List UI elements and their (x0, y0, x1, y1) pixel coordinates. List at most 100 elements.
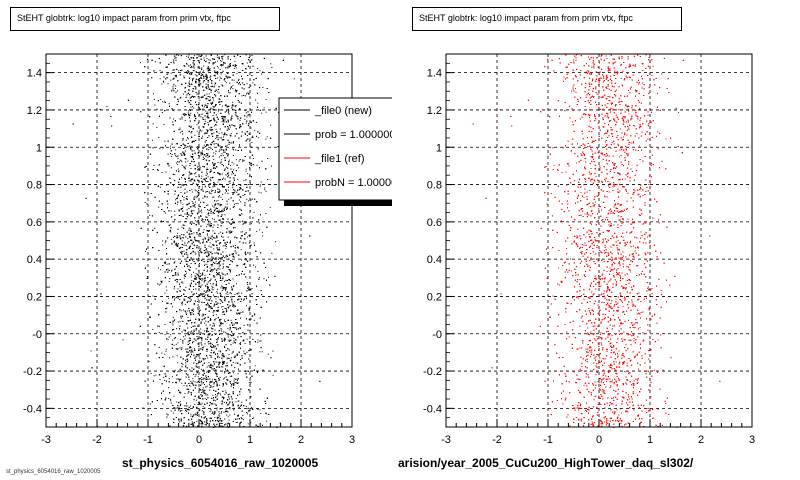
data-point (177, 371, 179, 373)
data-point (181, 281, 183, 283)
data-point (235, 327, 237, 329)
data-point (188, 175, 190, 177)
data-point (249, 142, 251, 144)
data-point (221, 214, 223, 216)
data-point (151, 77, 153, 79)
data-point (188, 337, 190, 339)
data-point (200, 368, 202, 370)
data-point (186, 405, 188, 407)
data-point (242, 419, 244, 421)
data-point (246, 93, 247, 95)
data-point (218, 92, 220, 94)
data-point (230, 230, 232, 232)
data-point (201, 186, 203, 188)
data-point (183, 277, 185, 279)
data-point (230, 296, 232, 298)
data-point (216, 340, 218, 342)
data-point (206, 233, 208, 235)
data-point (241, 401, 243, 403)
data-point (237, 373, 239, 375)
data-point (248, 114, 250, 115)
data-point (174, 210, 176, 212)
data-point (198, 180, 200, 182)
data-point (193, 150, 195, 152)
data-point (188, 227, 190, 229)
data-point (240, 196, 242, 198)
data-point (195, 172, 197, 173)
data-point (256, 231, 258, 233)
data-point (246, 83, 248, 85)
data-point (228, 159, 230, 161)
data-point (205, 291, 207, 293)
data-point (212, 328, 214, 330)
data-point (165, 348, 167, 350)
data-point (230, 385, 232, 387)
data-point (221, 423, 223, 424)
data-point (196, 166, 198, 168)
data-point (250, 127, 252, 129)
data-point (170, 167, 172, 169)
data-point (198, 337, 200, 339)
data-point (224, 337, 225, 339)
data-point (185, 405, 187, 407)
data-point (234, 382, 236, 383)
data-point (226, 309, 227, 311)
data-point (229, 82, 231, 84)
data-point (190, 299, 192, 301)
data-point (207, 343, 209, 345)
data-point (176, 328, 177, 330)
data-point (177, 321, 179, 323)
data-point (222, 356, 224, 358)
data-point (248, 382, 250, 383)
data-point (213, 165, 214, 167)
data-point (191, 312, 193, 314)
data-point (183, 300, 185, 301)
data-point (225, 332, 227, 334)
data-point (150, 373, 152, 374)
data-point (173, 77, 175, 79)
data-point (243, 352, 245, 354)
data-point (228, 306, 230, 308)
data-point (194, 206, 196, 208)
data-point (207, 176, 209, 178)
data-point (200, 75, 202, 76)
data-point (158, 325, 160, 327)
data-point (195, 268, 197, 270)
data-point (204, 275, 206, 277)
data-point (200, 287, 202, 288)
data-point (224, 338, 226, 340)
data-point (230, 59, 231, 61)
data-point (213, 158, 215, 160)
data-point (186, 63, 188, 65)
data-point (213, 196, 215, 198)
data-point (197, 370, 199, 372)
data-point (167, 83, 169, 85)
data-point (212, 140, 214, 142)
data-point (171, 154, 173, 155)
data-point (192, 222, 194, 224)
data-point (223, 355, 225, 357)
data-point (188, 80, 190, 82)
data-point (195, 329, 197, 331)
data-point (220, 350, 221, 352)
data-point (168, 378, 170, 380)
data-point (212, 101, 214, 103)
data-point (176, 278, 178, 280)
data-point (221, 279, 223, 281)
data-point (217, 54, 218, 56)
data-point (173, 338, 175, 340)
data-point (233, 407, 235, 409)
data-point (218, 132, 220, 134)
data-point (266, 136, 268, 138)
data-point (195, 273, 197, 274)
data-point (212, 322, 214, 324)
data-point (179, 321, 181, 323)
data-point (191, 280, 193, 282)
data-point (233, 163, 235, 165)
data-point (176, 355, 178, 357)
data-point (190, 172, 192, 174)
data-point (177, 362, 179, 364)
data-point (204, 330, 205, 332)
data-point (217, 210, 219, 212)
